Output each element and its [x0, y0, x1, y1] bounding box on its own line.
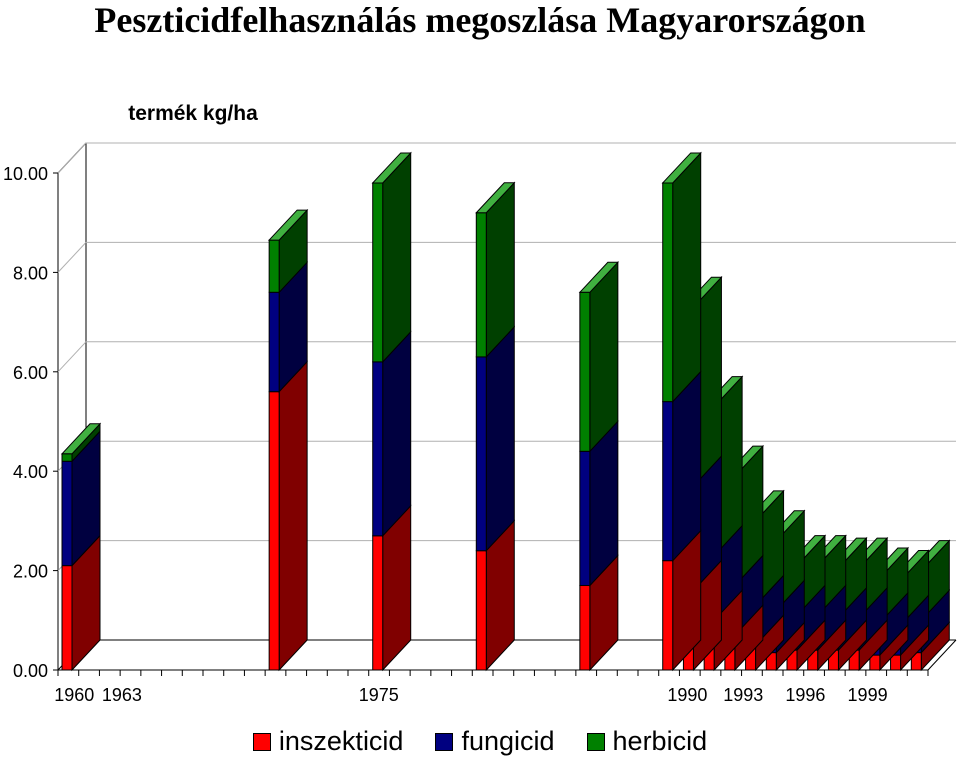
bar-side-fungicid — [485, 325, 515, 552]
bars — [60, 151, 951, 672]
bar-fungicid — [61, 460, 73, 567]
x-tick-label: 1975 — [359, 685, 399, 705]
bar-inszekticid — [579, 585, 591, 671]
bar-side-inszekticid — [278, 360, 308, 672]
y-tick-label: 0.00 — [13, 661, 48, 681]
bar-side-fungicid — [382, 330, 412, 538]
bar-top — [475, 182, 516, 214]
bar-side-herbicid — [672, 151, 702, 403]
bar-side-fungicid — [672, 370, 702, 562]
bar-fungicid — [268, 291, 280, 393]
legend-item-fungicid: fungicid — [435, 726, 555, 757]
bar-inszekticid — [61, 565, 73, 671]
x-tick-label: 1963 — [102, 685, 142, 705]
x-axis: 1960 1963 1975 1990 1993 1996 1999 — [54, 670, 929, 705]
y-tick-label: 2.00 — [13, 562, 48, 582]
bar-stack-1970 — [267, 208, 309, 672]
legend-item-herbicid: herbicid — [586, 726, 708, 757]
legend-label: herbicid — [612, 726, 708, 756]
bar-inszekticid — [372, 535, 384, 671]
bar-top — [60, 423, 102, 455]
grid-depth-line — [57, 142, 87, 174]
x-tick-label: 1993 — [723, 685, 763, 705]
bar-side-herbicid — [589, 261, 619, 453]
chart-title: Peszticidfelhasználás megoszlása Magyaro… — [94, 0, 866, 40]
y-axis: 0.00 2.00 4.00 6.00 8.00 10.00 — [3, 164, 58, 681]
floor-right-depth — [927, 639, 957, 671]
bar-stack-1989 — [661, 151, 702, 672]
legend: inszekticid fungicid herbicid — [0, 726, 960, 757]
x-tick-label: 1996 — [785, 685, 825, 705]
bar-fungicid — [579, 450, 591, 587]
bar-top — [661, 152, 702, 184]
x-tick-label: 1990 — [667, 685, 707, 705]
bar-herbicid — [61, 453, 73, 462]
bar-stack-1975 — [371, 151, 412, 672]
bar-stack-1985 — [578, 261, 620, 672]
bar-fungicid — [475, 356, 487, 552]
bar-herbicid — [268, 239, 280, 293]
grid-depth-line — [57, 242, 87, 273]
x-tick-label: 1999 — [848, 685, 888, 705]
bar-herbicid — [475, 212, 487, 358]
legend-label: inszekticid — [278, 726, 404, 756]
bar-stack-1980 — [475, 181, 516, 672]
bar-herbicid — [372, 182, 384, 363]
legend-swatch — [252, 732, 271, 751]
legend-swatch — [435, 732, 454, 751]
y-axis-label: termék kg/ha — [128, 102, 258, 125]
bar-inszekticid — [268, 391, 280, 671]
y-tick-label: 6.00 — [13, 363, 48, 383]
legend-swatch — [586, 732, 605, 751]
bar-inszekticid — [475, 550, 487, 671]
bar-fungicid — [662, 401, 674, 562]
bar-top — [267, 209, 309, 241]
bar-inszekticid — [662, 560, 674, 671]
bar-herbicid — [579, 291, 591, 452]
y-tick-label: 4.00 — [13, 462, 48, 482]
y-tick-label: 10.00 — [3, 164, 48, 184]
y-tick-label: 8.00 — [13, 263, 48, 283]
bar-side-herbicid — [382, 151, 412, 364]
bar-top — [371, 152, 412, 184]
bar-herbicid — [662, 182, 674, 403]
legend-item-inszekticid: inszekticid — [252, 726, 404, 757]
legend-label: fungicid — [461, 726, 555, 756]
grid-depth-line — [57, 341, 87, 373]
bar-top — [578, 261, 620, 293]
bar-fungicid — [372, 361, 384, 537]
x-tick-label: 1960 — [54, 685, 94, 705]
bar-stack-1960 — [60, 422, 102, 672]
